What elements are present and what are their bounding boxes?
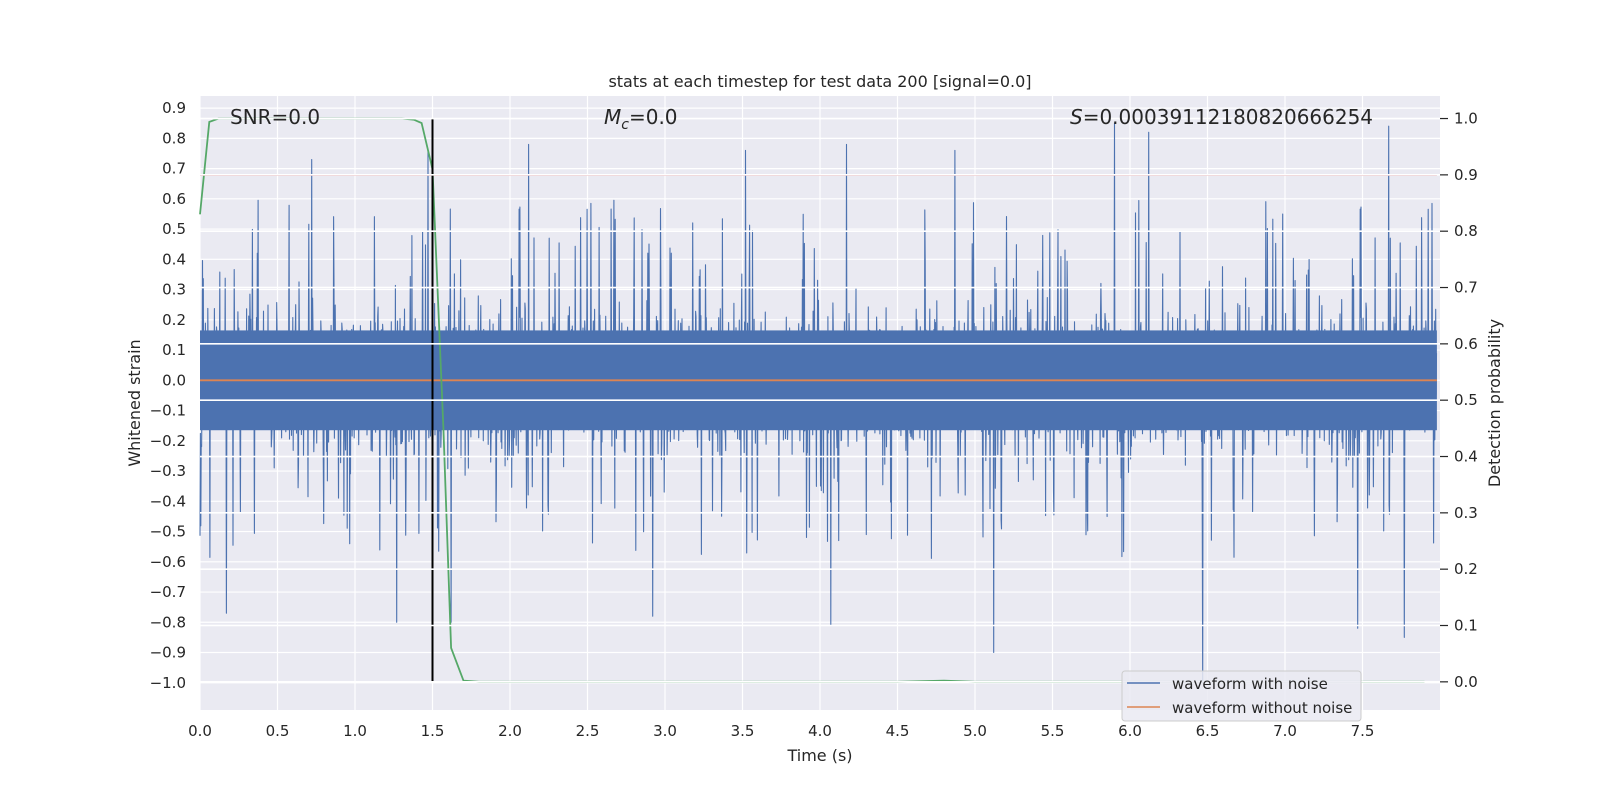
y2-grid — [200, 117, 1440, 683]
y2-tick-label: 1.0 — [1454, 110, 1478, 128]
y2-tick-label: 0.8 — [1454, 222, 1478, 240]
mc-symbol: M — [604, 105, 621, 129]
score-annotation: S=0.00039112180820666254 — [1070, 105, 1373, 129]
legend-label-noise: waveform with noise — [1172, 675, 1328, 693]
y-tick-labels: 0.9 0.8 0.7 0.6 0.5 0.4 0.3 0.2 0.1 0.0 −0.1 −0.2 −0… — [150, 99, 186, 692]
y-tick-label: −0.3 — [150, 462, 186, 480]
snr-annotation: SNR=0.0 — [230, 105, 320, 129]
x-tick-label: 0.0 — [188, 722, 212, 740]
y-tick-label: 0.0 — [162, 371, 186, 389]
y-tick-label: −0.1 — [150, 402, 186, 420]
chirp-mass-annotation: Mc=0.0 — [604, 105, 678, 133]
x-tick-label: 0.5 — [266, 722, 290, 740]
x-tick-label: 7.0 — [1273, 722, 1297, 740]
mc-subscript: c — [621, 117, 629, 133]
y-tick-label: 0.4 — [162, 250, 186, 268]
x-tick-label: 3.5 — [731, 722, 755, 740]
chart-title: stats at each timestep for test data 200… — [608, 72, 1031, 91]
y-tick-label: −0.7 — [150, 583, 186, 601]
x-tick-label: 4.0 — [808, 722, 832, 740]
x-tick-label: 6.5 — [1196, 722, 1220, 740]
x-tick-labels: 0.0 0.5 1.0 1.5 2.0 2.5 3.0 3.5 4.0 4.5 5.0 5.5 6.0 6… — [188, 722, 1374, 740]
x-tick-label: 2.0 — [498, 722, 522, 740]
s-symbol: S — [1070, 105, 1083, 129]
y2-tick-label: 0.9 — [1454, 166, 1478, 184]
y2-axis-label: Detection probability — [1485, 319, 1504, 487]
y2-tick-label: 0.4 — [1454, 448, 1478, 466]
y-tick-label: −0.9 — [150, 644, 186, 662]
y2-tick-label: 0.5 — [1454, 391, 1478, 409]
x-tick-label: 3.0 — [653, 722, 677, 740]
legend-box — [1121, 670, 1362, 722]
y-tick-label: −0.2 — [150, 432, 186, 450]
x-tick-label: 5.5 — [1041, 722, 1065, 740]
y2-tick-label: 0.0 — [1454, 673, 1478, 691]
y2-tick-label: 0.1 — [1454, 617, 1478, 635]
x-tick-label: 1.0 — [343, 722, 367, 740]
x-tick-label: 5.0 — [963, 722, 987, 740]
x-tick-label: 4.5 — [886, 722, 910, 740]
y2-tick-label: 0.6 — [1454, 335, 1478, 353]
legend-label-clean: waveform without noise — [1172, 699, 1352, 717]
y-tick-label: −0.6 — [150, 553, 186, 571]
s-value: =0.00039112180820666254 — [1083, 105, 1373, 129]
y-tick-label: −0.4 — [150, 492, 186, 510]
y-tick-label: 0.9 — [162, 99, 186, 117]
y-tick-label: −1.0 — [150, 674, 186, 692]
y-tick-label: −0.8 — [150, 613, 186, 631]
mc-value: =0.0 — [629, 105, 678, 129]
x-tick-label: 1.5 — [421, 722, 445, 740]
y-tick-label: 0.1 — [162, 341, 186, 359]
x-axis-label: Time (s) — [786, 746, 852, 765]
y-tick-label: −0.5 — [150, 523, 186, 541]
y2-tick-label: 0.7 — [1454, 279, 1478, 297]
y-tick-label: 0.7 — [162, 160, 186, 178]
y-tick-label: 0.5 — [162, 220, 186, 238]
x-tick-label: 6.0 — [1118, 722, 1142, 740]
y-axis-label: Whitened strain — [125, 339, 144, 466]
y2-tick-labels: 1.0 0.9 0.8 0.7 0.6 0.5 0.4 0.3 0.2 0.1 0.0 — [1440, 110, 1478, 691]
y-tick-label: 0.3 — [162, 281, 186, 299]
y2-tick-label: 0.3 — [1454, 504, 1478, 522]
legend: waveform with noise waveform without noi… — [1121, 670, 1362, 722]
x-tick-label: 2.5 — [576, 722, 600, 740]
x-tick-label: 7.5 — [1351, 722, 1375, 740]
y-tick-label: 0.8 — [162, 129, 186, 147]
y-tick-label: 0.6 — [162, 190, 186, 208]
y-tick-label: 0.2 — [162, 311, 186, 329]
y2-tick-label: 0.2 — [1454, 560, 1478, 578]
